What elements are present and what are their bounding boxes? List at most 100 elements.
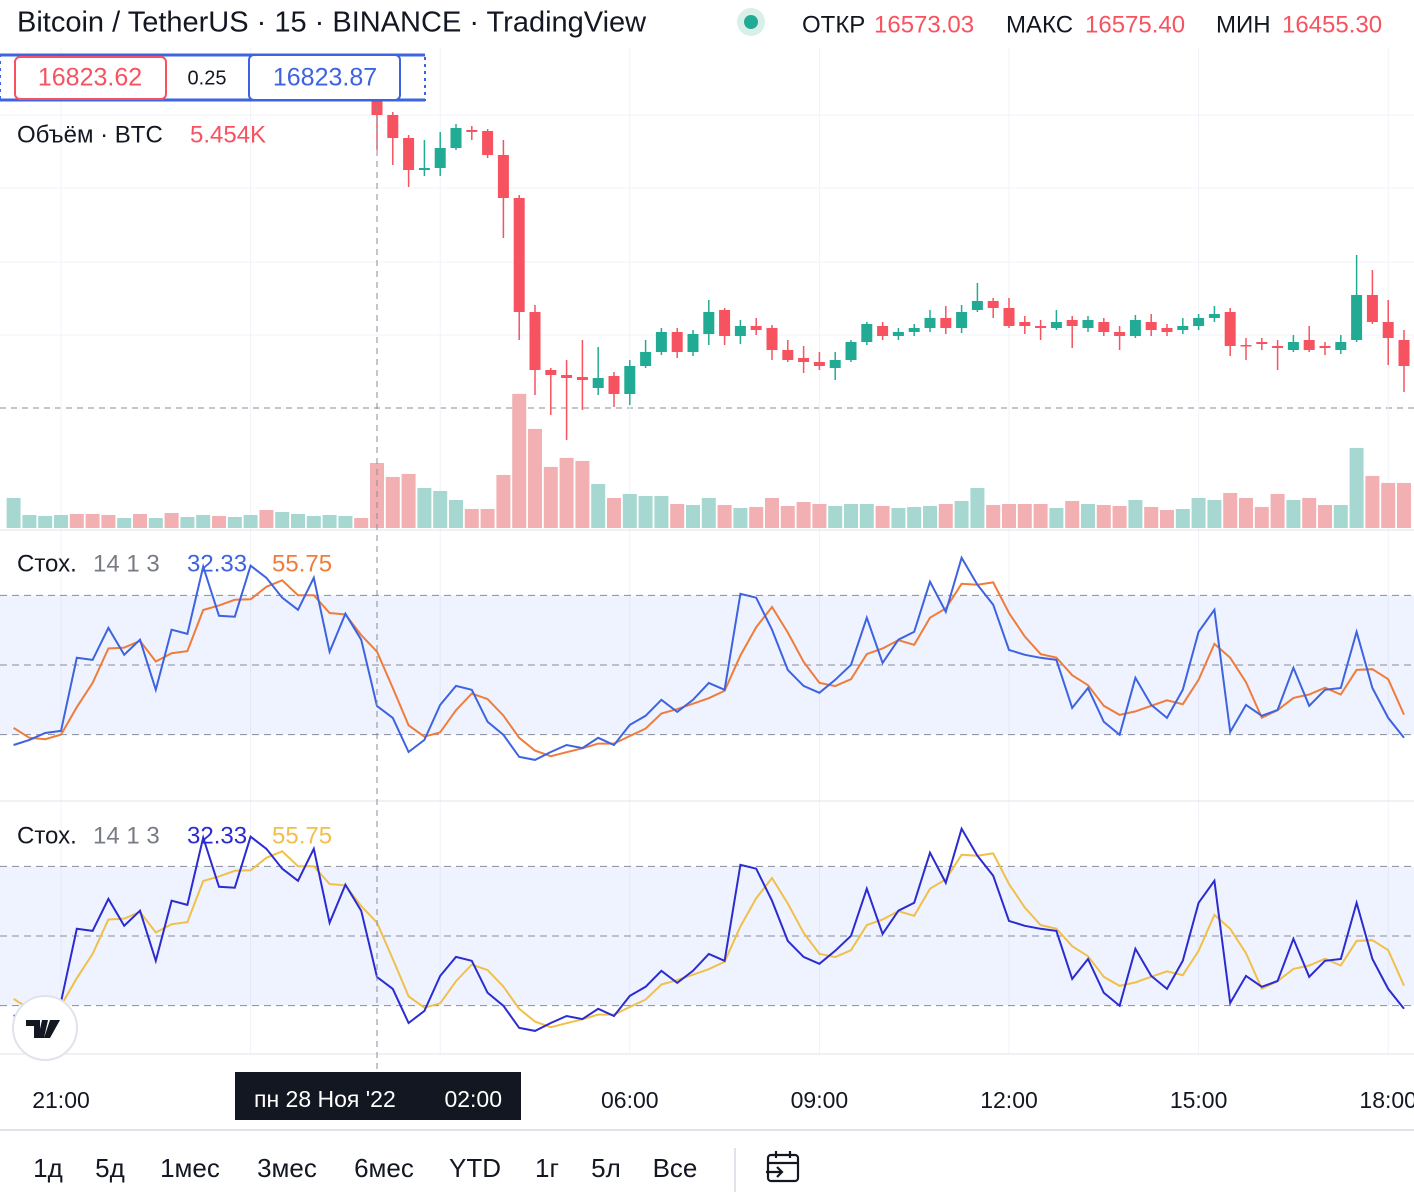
candle-body [829, 360, 841, 368]
candle-body [1019, 322, 1031, 326]
candle-body [608, 376, 620, 394]
indicator-legend: Стох. 14 1 3 32.33 55.75 [17, 550, 332, 577]
candle-body [1351, 295, 1363, 340]
candle-body [1066, 320, 1078, 326]
indicator-params: 14 1 3 [93, 822, 160, 849]
volume-bar [1318, 504, 1332, 528]
volume-bar [796, 501, 811, 528]
open-label: ОТКР [802, 11, 865, 38]
volume-bar [164, 512, 179, 528]
volume-bar [496, 474, 511, 528]
candle-body [845, 342, 857, 360]
range-button[interactable]: 1д [33, 1153, 63, 1183]
volume-bar [1365, 475, 1380, 528]
volume-bar [828, 505, 843, 528]
candle-body [561, 375, 573, 378]
range-button[interactable]: 5л [591, 1153, 621, 1183]
candle-body [734, 326, 746, 336]
volume-bar [1223, 492, 1238, 528]
volume-bar [1270, 493, 1285, 528]
volume-bar [749, 506, 764, 528]
range-button[interactable]: 5д [95, 1153, 125, 1183]
volume-bar [1381, 482, 1396, 528]
volume-bar [970, 487, 985, 528]
volume-bar [1302, 497, 1317, 528]
indicator-legend: Стох. 14 1 3 32.33 55.75 [17, 822, 332, 849]
volume-bar [780, 505, 795, 528]
indicator-params: 14 1 3 [93, 550, 160, 577]
volume-bar [1049, 507, 1064, 528]
measure-to: 16823.87 [273, 64, 377, 92]
volume-bar [1333, 504, 1348, 528]
volume-bar [1207, 499, 1222, 528]
candle-body [971, 301, 983, 310]
candle-body [956, 312, 968, 328]
candle-body [1335, 342, 1347, 350]
volume-layer [6, 393, 1411, 528]
range-button[interactable]: 6мес [354, 1153, 414, 1183]
candle-body [892, 332, 904, 336]
range-button[interactable]: Все [653, 1153, 698, 1183]
status-dot [744, 15, 758, 29]
range-button[interactable]: YTD [449, 1153, 501, 1183]
volume-bar [528, 428, 542, 528]
volume-bar [449, 499, 463, 528]
candle-body [513, 198, 525, 312]
low-label: МИН [1216, 11, 1271, 38]
indicator-d-value: 55.75 [272, 550, 332, 577]
volume-bar [1033, 503, 1048, 528]
candle-body [1366, 295, 1378, 322]
high-label: МАКС [1006, 11, 1073, 38]
volume-bar [1349, 447, 1364, 528]
tooltip-time: 02:00 [444, 1086, 502, 1112]
candle-body [497, 155, 509, 198]
volume-bar [22, 514, 37, 528]
volume-bar [907, 506, 922, 528]
goto-date-button[interactable] [766, 1151, 800, 1183]
volume-bar [148, 517, 163, 528]
candle-body [861, 324, 873, 342]
volume-bar [464, 508, 479, 528]
candle-body [1114, 332, 1126, 336]
candle-body [1287, 342, 1299, 350]
x-tick-label: 15:00 [1170, 1087, 1228, 1113]
volume-bar [1191, 497, 1206, 528]
volume-bar [875, 505, 890, 528]
range-button[interactable]: 3мес [257, 1153, 317, 1183]
volume-bar [891, 507, 906, 528]
stoch-k-line [13, 555, 1405, 761]
volume-bar [622, 493, 637, 528]
candle-body [1082, 320, 1094, 328]
measure-from-box [14, 56, 167, 100]
range-toolbar: 1д 5д 1мес 3мес 6мес YTD 1г 5л Все [33, 1153, 697, 1183]
volume-bar [1286, 499, 1301, 528]
indicator-name: Стох. [17, 550, 77, 577]
indicator-d-value: 55.75 [272, 822, 332, 849]
volume-bar [401, 473, 416, 528]
candle-body [371, 90, 383, 115]
candle-body [908, 328, 920, 332]
volume-bar [512, 393, 527, 528]
candle-body [418, 168, 430, 170]
volume-bar [733, 507, 748, 528]
volume-bar [101, 514, 116, 528]
candle-body [1303, 340, 1315, 350]
volume-bar [133, 513, 147, 528]
candle-body [1398, 340, 1410, 366]
tooltip-date: пн 28 Ноя '22 [254, 1086, 396, 1112]
volume-bar [923, 505, 937, 528]
volume-bar [259, 509, 274, 528]
volume-bar [1017, 503, 1032, 528]
candle-body [450, 128, 462, 148]
candle-body [1256, 342, 1268, 344]
candle-body [434, 148, 446, 168]
candle-body [687, 334, 699, 352]
volume-bar [1096, 504, 1111, 528]
header-bg [0, 0, 1414, 48]
volume-bar [38, 515, 53, 528]
range-button[interactable]: 1мес [160, 1153, 220, 1183]
volume-bar [338, 515, 353, 528]
candle-body [482, 131, 494, 155]
range-button[interactable]: 1г [535, 1153, 559, 1183]
